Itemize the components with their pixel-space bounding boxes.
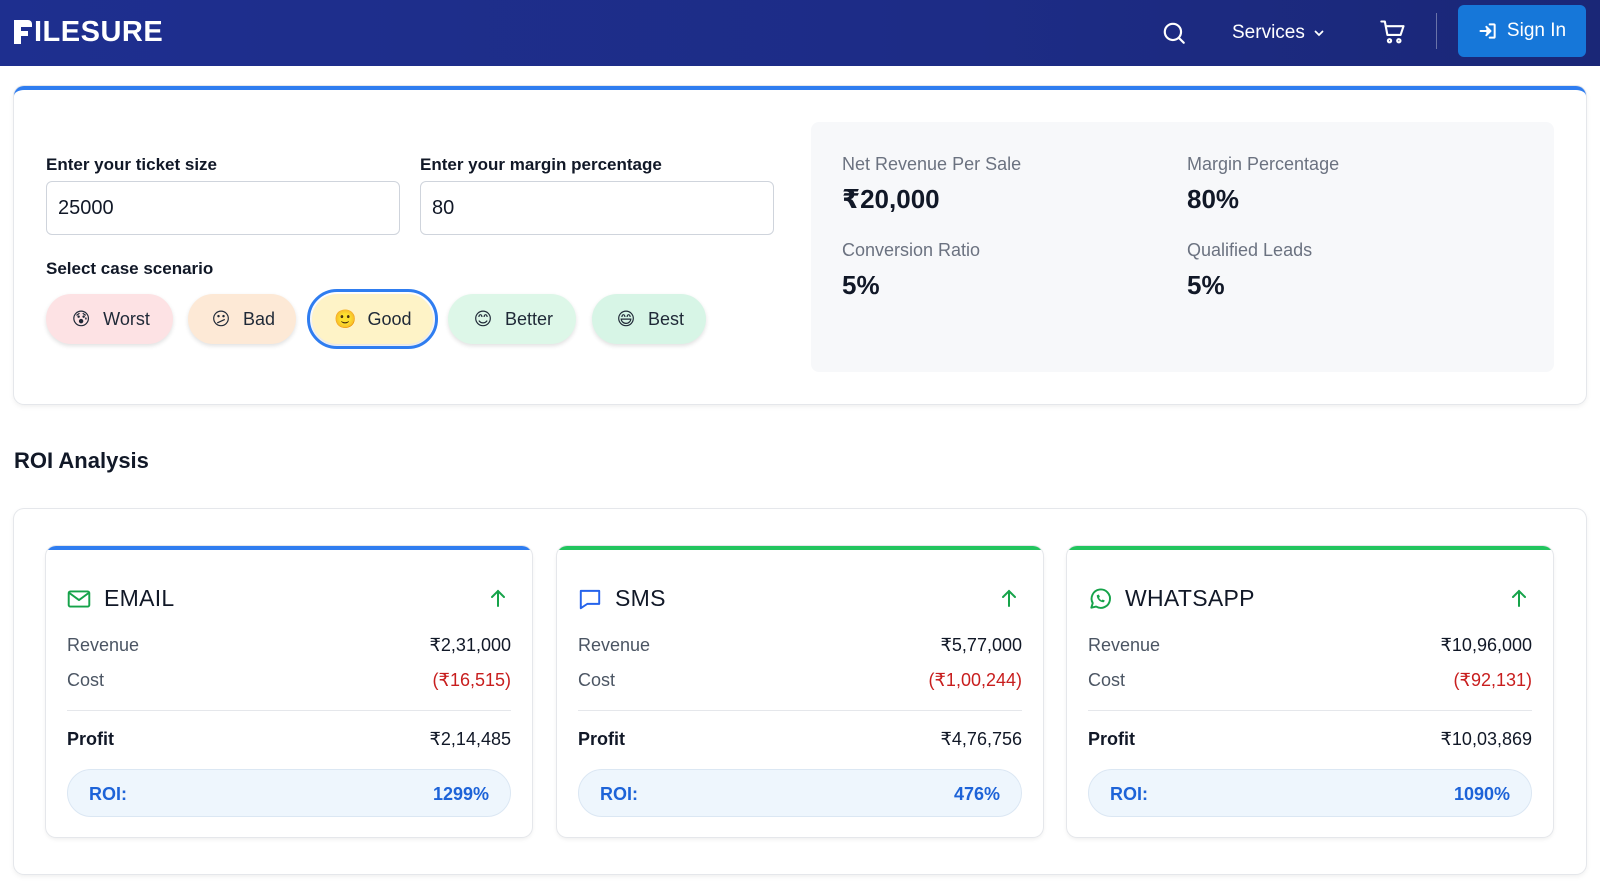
conversion-ratio-value: 5% <box>842 270 880 300</box>
services-label: Services <box>1232 22 1305 43</box>
qualified-leads-value: 5% <box>1187 270 1225 300</box>
arrow-up-icon <box>1512 589 1526 607</box>
cost-value: (₹1,00,244) <box>928 670 1022 690</box>
revenue-label: Revenue <box>67 635 140 655</box>
roi-analysis-card: EMAIL Revenue ₹2,31,000 Cost (₹16,515) P… <box>14 509 1586 874</box>
scenario-label-bad: Bad <box>242 308 276 329</box>
chevron-down-icon <box>1314 30 1324 37</box>
profit-label: Profit <box>578 729 625 749</box>
scenario-label-worst: Worst <box>103 308 150 329</box>
divider <box>67 710 511 711</box>
conversion-ratio-label: Conversion Ratio <box>842 240 981 260</box>
profit-label: Profit <box>1088 729 1135 749</box>
ticket-size-input[interactable] <box>46 181 400 235</box>
roi-badge: ROI: 1090% <box>1088 769 1532 817</box>
cost-value: (₹16,515) <box>432 670 512 690</box>
margin-percentage-summary-label: Margin Percentage <box>1187 154 1340 174</box>
profit-label: Profit <box>67 729 114 749</box>
filesure-logo[interactable]: ILESURE <box>14 14 163 50</box>
scenario-label-better: Better <box>504 308 554 329</box>
revenue-value: ₹10,96,000 <box>1440 635 1532 655</box>
sign-in-icon <box>1479 23 1496 39</box>
scenario-worst-button[interactable]: 😰 Worst <box>46 294 173 344</box>
services-menu[interactable]: Services <box>1232 18 1325 48</box>
cost-label: Cost <box>67 670 105 690</box>
sign-in-button[interactable]: Sign In <box>1458 5 1586 57</box>
revenue-value: ₹5,77,000 <box>940 635 1022 655</box>
channel-name: WHATSAPP <box>1125 585 1255 611</box>
cart-icon <box>1380 20 1405 44</box>
mail-icon <box>67 590 91 608</box>
grinning-face-icon: 😄 <box>616 308 636 329</box>
net-revenue-label: Net Revenue Per Sale <box>842 154 1022 174</box>
calculator-card: Enter your ticket size Enter your margin… <box>14 86 1586 404</box>
roi-value: 476% <box>953 784 1000 804</box>
profit-value: ₹2,14,485 <box>429 729 511 749</box>
accent-bar <box>46 546 532 550</box>
smiling-face-icon: 😊 <box>473 308 493 329</box>
arrow-up-icon <box>1002 589 1016 607</box>
nav-divider <box>1436 13 1437 49</box>
revenue-label: Revenue <box>578 635 651 655</box>
margin-percentage-input[interactable] <box>420 181 774 235</box>
margin-percentage-label: Enter your margin percentage <box>420 155 662 174</box>
slight-smile-icon: 🙂 <box>334 308 357 329</box>
whatsapp-icon <box>1090 588 1111 609</box>
anxious-face-icon: 😰 <box>71 308 91 329</box>
channel-card-sms: SMS Revenue ₹5,77,000 Cost (₹1,00,244) P… <box>557 546 1043 837</box>
revenue-value: ₹2,31,000 <box>429 635 511 655</box>
roi-label: ROI: <box>600 784 638 804</box>
roi-analysis-title: ROI Analysis <box>14 448 149 473</box>
summary-panel: Net Revenue Per Sale ₹20,000 Margin Perc… <box>811 122 1554 372</box>
profit-value: ₹10,03,869 <box>1440 729 1532 749</box>
channel-name: SMS <box>615 585 666 611</box>
cart-button[interactable] <box>1377 16 1409 48</box>
scenario-better-button[interactable]: 😊 Better <box>448 294 576 344</box>
logo-mark-icon <box>14 20 32 44</box>
confused-face-icon: 😕 <box>211 308 231 329</box>
arrow-up-icon <box>491 589 505 607</box>
divider <box>578 710 1022 711</box>
divider <box>1088 710 1532 711</box>
top-nav-bar: ILESURE Services Sign In <box>0 0 1600 66</box>
qualified-leads-label: Qualified Leads <box>1187 240 1313 260</box>
scenario-bad-button[interactable]: 😕 Bad <box>188 294 296 344</box>
channel-card-email: EMAIL Revenue ₹2,31,000 Cost (₹16,515) P… <box>46 546 532 837</box>
revenue-label: Revenue <box>1088 635 1161 655</box>
search-icon <box>1163 22 1185 44</box>
roi-label: ROI: <box>89 784 127 804</box>
roi-value: 1090% <box>1453 784 1510 804</box>
scenario-label-best: Best <box>647 308 685 329</box>
sign-in-label: Sign In <box>1506 20 1567 41</box>
margin-percentage-summary-value: 80% <box>1187 184 1240 214</box>
scenario-good-button[interactable]: 🙂 Good <box>307 289 438 349</box>
scenario-best-button[interactable]: 😄 Best <box>592 294 706 344</box>
message-icon <box>579 589 601 610</box>
roi-label: ROI: <box>1110 784 1148 804</box>
roi-badge: ROI: 476% <box>578 769 1022 817</box>
channel-card-whatsapp: WHATSAPP Revenue ₹10,96,000 Cost (₹92,13… <box>1067 546 1553 837</box>
roi-value: 1299% <box>432 784 489 804</box>
search-button[interactable] <box>1159 18 1189 48</box>
channel-name: EMAIL <box>104 585 175 611</box>
accent-bar <box>1067 546 1553 550</box>
cost-label: Cost <box>1088 670 1126 690</box>
brand-text: ILESURE <box>34 15 164 48</box>
cost-label: Cost <box>578 670 616 690</box>
scenario-label: Select case scenario <box>46 259 214 278</box>
profit-value: ₹4,76,756 <box>940 729 1022 749</box>
cost-value: (₹92,131) <box>1453 670 1533 690</box>
net-revenue-value: ₹20,000 <box>842 184 940 214</box>
ticket-size-label: Enter your ticket size <box>46 155 218 174</box>
accent-bar <box>557 546 1043 550</box>
scenario-label-good: Good <box>367 308 412 329</box>
roi-badge: ROI: 1299% <box>67 769 511 817</box>
